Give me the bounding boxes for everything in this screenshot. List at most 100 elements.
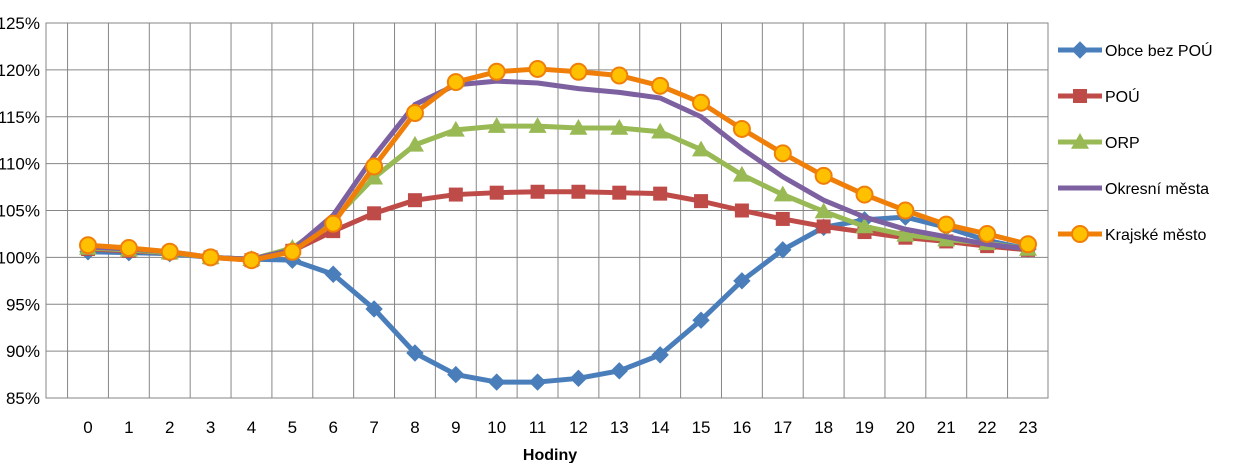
data-point-square [489, 185, 504, 200]
data-point-diamond [569, 369, 588, 388]
y-tick-label: 125% [0, 14, 40, 33]
x-tick-label: 22 [978, 418, 997, 437]
data-point-circle [692, 93, 711, 112]
data-point-circle [160, 242, 179, 261]
x-tick-label: 1 [124, 418, 133, 437]
x-tick-label: 20 [896, 418, 915, 437]
data-point-square [775, 211, 790, 226]
x-tick-label: 3 [206, 418, 215, 437]
x-tick-label: 16 [732, 418, 751, 437]
data-point-circle [978, 224, 997, 243]
data-point-square [367, 206, 382, 221]
legend-item-5: Krajské město [1058, 225, 1206, 244]
x-tick-label: 4 [247, 418, 256, 437]
data-point-square [448, 187, 463, 202]
data-point-circle [79, 236, 97, 255]
data-point-circle [528, 59, 547, 78]
data-point-triangle [814, 202, 833, 219]
data-point-diamond [487, 373, 506, 391]
data-point-square [1073, 89, 1087, 103]
data-point-circle [1071, 225, 1089, 243]
x-tick-label: 15 [692, 418, 711, 437]
y-tick-label: 115% [0, 108, 40, 127]
legend-item-4: Okresní města [1058, 181, 1209, 198]
y-tick-label: 120% [0, 61, 40, 80]
data-point-triangle [855, 217, 874, 234]
data-point-circle [814, 166, 833, 185]
data-point-circle [855, 185, 874, 204]
data-point-diamond [733, 272, 751, 290]
data-point-diamond [651, 346, 669, 364]
axes: 85%90%95%100%105%110%115%120%125%0 1 2 3 4 5 6… [0, 14, 1037, 437]
x-tick-label: 2 [165, 418, 174, 437]
x-tick-label: 23 [1019, 418, 1038, 437]
x-tick-label: 17 [773, 418, 792, 437]
data-point-circle [937, 215, 956, 234]
series-5 [79, 59, 1037, 270]
data-point-circle [487, 62, 506, 81]
legend-item-2: POÚ [1058, 87, 1140, 106]
x-axis-title: Hodiny [523, 447, 577, 463]
data-point-square [407, 193, 422, 208]
data-point-square [612, 185, 627, 200]
y-tick-label: 105% [0, 202, 40, 221]
x-tick-label: 14 [651, 418, 670, 437]
x-tick-label: 10 [487, 418, 506, 437]
legend-item-1: Obce bez POÚ [1058, 41, 1213, 60]
gridlines [45, 22, 1049, 399]
x-tick-label: 6 [328, 418, 337, 437]
data-point-circle [610, 66, 629, 85]
y-tick-label: 95% [6, 295, 40, 314]
y-tick-label: 100% [0, 248, 40, 267]
data-point-circle [732, 119, 751, 138]
data-point-triangle [365, 168, 384, 185]
data-point-circle [405, 104, 424, 122]
data-point-circle [896, 201, 915, 220]
data-point-diamond [610, 362, 629, 380]
legend-label: Obce bez POÚ [1105, 41, 1213, 60]
data-point-circle [201, 248, 220, 267]
x-tick-label: 11 [529, 418, 547, 437]
data-point-circle [324, 214, 343, 233]
legend-label: ORP [1105, 135, 1140, 152]
data-point-triangle [610, 119, 629, 135]
data-point-diamond [406, 344, 424, 362]
legend-label: Okresní města [1105, 181, 1209, 198]
data-point-circle [119, 239, 138, 257]
x-tick-label: 5 [288, 418, 297, 437]
x-tick-label: 18 [814, 418, 833, 437]
data-point-triangle [773, 185, 792, 202]
data-point-diamond [528, 373, 547, 391]
data-point-triangle [692, 140, 711, 157]
legend: Obce bez POÚ POÚ ORP Okresní města Krajské m… [1058, 41, 1213, 244]
legend-label: Krajské město [1105, 227, 1206, 244]
data-point-square [694, 194, 709, 209]
data-point-triangle [528, 117, 547, 133]
data-point-circle [651, 76, 670, 95]
data-point-square [530, 184, 545, 199]
data-point-triangle [651, 122, 670, 139]
legend-item-3: ORP [1058, 133, 1140, 152]
data-point-diamond [324, 265, 342, 283]
data-point-circle [569, 62, 588, 81]
data-point-circle [242, 251, 261, 270]
y-tick-label: 90% [6, 342, 40, 361]
x-tick-label: 0 [83, 418, 92, 437]
data-point-triangle [405, 135, 424, 152]
data-point-square [653, 186, 668, 201]
x-tick-label: 13 [610, 418, 629, 437]
data-point-circle [283, 242, 302, 261]
data-point-diamond [692, 311, 710, 329]
data-point-square [734, 203, 749, 218]
x-tick-label: 7 [369, 418, 378, 437]
legend-label: POÚ [1105, 87, 1140, 106]
x-tick-label: 21 [937, 418, 956, 437]
data-point-diamond [447, 365, 465, 384]
data-point-triangle [732, 165, 751, 182]
x-tick-label: 9 [451, 418, 460, 437]
data-point-triangle [896, 225, 915, 242]
data-point-diamond [1071, 41, 1089, 59]
data-point-circle [446, 73, 465, 92]
